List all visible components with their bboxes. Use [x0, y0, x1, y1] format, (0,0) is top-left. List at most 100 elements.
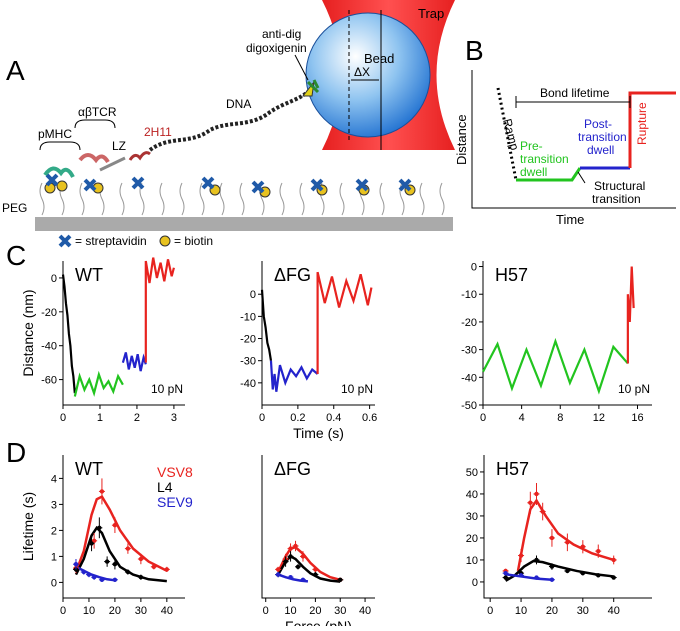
- anti-dig-icon: [306, 79, 320, 94]
- point: [611, 575, 616, 580]
- panel-label: A: [6, 55, 25, 86]
- tcr-icon: [78, 153, 110, 164]
- label: 2H11: [144, 125, 172, 139]
- x-tick-label: 20: [309, 605, 321, 617]
- label: digoxigenin: [246, 41, 307, 55]
- point: [81, 569, 86, 575]
- chart-title: ΔFG: [274, 265, 311, 285]
- dna-helix: [148, 88, 312, 152]
- point: [104, 559, 110, 564]
- biotin-legend-icon: [159, 235, 171, 247]
- trace: [73, 370, 124, 397]
- point: [534, 557, 539, 563]
- axis-label: Time: [556, 212, 584, 227]
- fit-curve: [277, 545, 341, 582]
- point: [138, 575, 144, 580]
- peg-chains: [39, 182, 445, 216]
- x-tick-label: 30: [334, 605, 346, 617]
- streptavidin-icons: [45, 173, 412, 248]
- label: LZ: [112, 139, 126, 153]
- point: [288, 575, 293, 580]
- x-tick-label: 10: [83, 605, 95, 617]
- chart-title: WT: [75, 265, 103, 285]
- bead: [305, 12, 431, 138]
- x-tick-label: 40: [161, 605, 173, 617]
- fit-curve: [516, 498, 615, 572]
- x-tick-label: 10: [515, 605, 527, 617]
- y-tick-label: 20: [466, 533, 478, 545]
- label: pMHC: [38, 127, 72, 141]
- point: [164, 567, 170, 572]
- pointer: [294, 54, 309, 81]
- label: Trap: [418, 6, 444, 21]
- fit-curve: [74, 494, 168, 573]
- point: [288, 546, 293, 551]
- label: dwell: [587, 143, 614, 157]
- label: αβTCR: [78, 105, 117, 119]
- y-tick-label: -50: [461, 400, 477, 412]
- legend-label: SEV9: [157, 494, 193, 510]
- trace: [626, 266, 635, 364]
- point: [99, 577, 105, 582]
- x-tick-label: 20: [109, 605, 121, 617]
- legend-label: = biotin: [174, 234, 213, 248]
- y-tick-label: -40: [461, 372, 477, 384]
- label: Structural: [594, 179, 645, 193]
- point: [288, 554, 293, 559]
- y-tick-label: -20: [41, 307, 57, 319]
- panel-label: B: [465, 35, 484, 66]
- y-tick-label: -40: [41, 341, 57, 353]
- label: Post-: [584, 117, 612, 131]
- y-tick-label: 1: [51, 551, 57, 563]
- panel-label: C: [6, 240, 26, 271]
- panel-label: D: [6, 437, 26, 468]
- point: [528, 500, 533, 505]
- trace: [260, 289, 273, 361]
- x-tick-label: 0: [259, 412, 265, 424]
- pointer: [577, 171, 586, 184]
- point: [73, 562, 79, 567]
- y-axis-label: Distance (nm): [20, 289, 36, 376]
- y-tick-label: 50: [466, 467, 478, 479]
- point: [338, 577, 343, 582]
- point: [275, 572, 281, 577]
- label: transition: [520, 152, 569, 166]
- axis-label: Distance: [454, 114, 469, 165]
- point: [112, 523, 118, 528]
- y-axis-label: Lifetime (s): [20, 492, 36, 561]
- x-tick-label: 40: [608, 605, 620, 617]
- label: Ramp: [500, 117, 522, 152]
- point: [138, 556, 144, 562]
- antibody-icon: [128, 151, 151, 161]
- x-tick-label: 30: [577, 605, 589, 617]
- y-tick-label: 3: [51, 499, 57, 511]
- y-tick-label: 30: [466, 511, 478, 523]
- point: [549, 535, 555, 541]
- x-tick-label: 20: [546, 605, 558, 617]
- x-tick-label: 3: [171, 412, 177, 424]
- y-tick-label: 0: [51, 577, 57, 589]
- y-tick-label: 0: [471, 262, 477, 274]
- annotation: 10 pN: [341, 382, 373, 396]
- legend-label: VSV8: [157, 464, 193, 480]
- x-tick-label: 16: [631, 412, 643, 424]
- y-tick-label: 10: [466, 555, 478, 567]
- point: [313, 572, 318, 577]
- point: [596, 573, 601, 578]
- trace: [482, 337, 629, 395]
- point: [549, 564, 555, 569]
- label: ΔX: [354, 65, 370, 79]
- label: PEG: [2, 201, 27, 215]
- y-tick-label: -20: [461, 317, 477, 329]
- point: [503, 570, 508, 576]
- point: [300, 554, 306, 559]
- y-tick-label: -40: [240, 378, 256, 390]
- point: [503, 575, 508, 580]
- x-tick-label: 0: [487, 605, 493, 617]
- axes: [261, 455, 375, 599]
- pmhc-icon: [43, 166, 75, 178]
- y-tick-label: -30: [240, 356, 256, 368]
- y-tick-label: -10: [461, 289, 477, 301]
- y-tick-label: 0: [472, 577, 478, 589]
